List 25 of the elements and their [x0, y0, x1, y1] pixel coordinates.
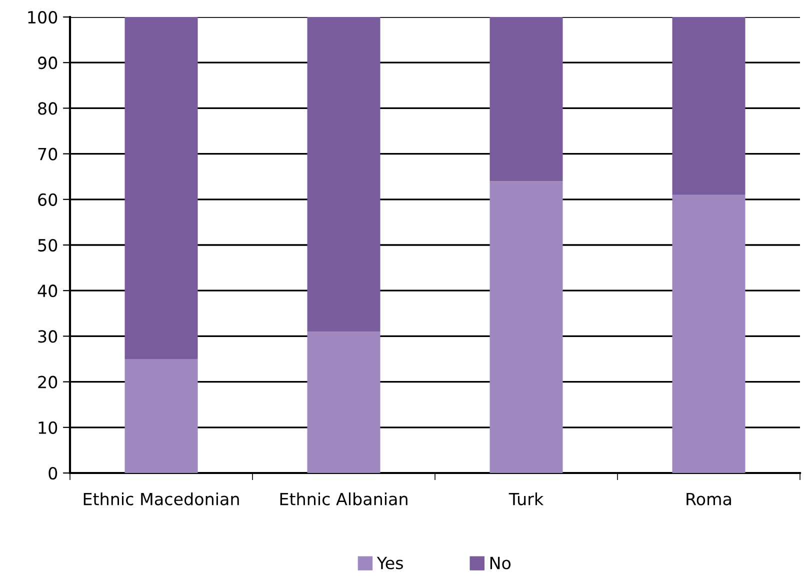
y-tick-label: 10 [38, 421, 58, 434]
y-tick-label: 20 [38, 376, 58, 388]
x-tick-label: Ethnic Albanian [280, 492, 408, 506]
y-tick-label: 80 [38, 102, 58, 115]
bar [490, 17, 563, 182]
y-tick-label: 40 [38, 284, 58, 298]
legend-label: Yes [376, 556, 403, 570]
y-tick-label: 0 [48, 466, 58, 480]
bar [672, 17, 746, 195]
bar [307, 332, 380, 473]
y-tick-label: 50 [38, 238, 58, 252]
bar [124, 359, 198, 473]
x-tick-label: Turk [508, 492, 544, 506]
y-tick-label: 60 [38, 193, 58, 206]
legend-label: No [490, 556, 511, 570]
bar [672, 194, 746, 473]
bar [124, 17, 198, 359]
y-tick-label: 100 [28, 10, 58, 24]
bar [490, 181, 563, 473]
x-tick-label: Roma [686, 492, 731, 506]
y-tick-label: 70 [38, 148, 58, 160]
bar [307, 17, 380, 332]
y-tick-label: 30 [38, 330, 58, 343]
y-tick-label: 90 [38, 56, 58, 70]
x-tick-label: Ethnic Macedonian [84, 492, 239, 506]
